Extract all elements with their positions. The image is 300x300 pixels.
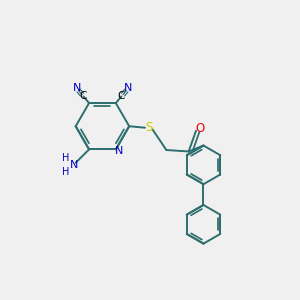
Text: C: C (118, 92, 125, 101)
Text: S: S (145, 121, 152, 134)
Text: O: O (195, 122, 204, 135)
Text: H: H (61, 153, 69, 163)
Text: C: C (80, 92, 87, 101)
Text: H: H (61, 167, 69, 177)
Text: N: N (124, 83, 132, 93)
Text: N: N (73, 83, 81, 93)
Text: N: N (115, 146, 124, 156)
Text: N: N (69, 160, 78, 170)
